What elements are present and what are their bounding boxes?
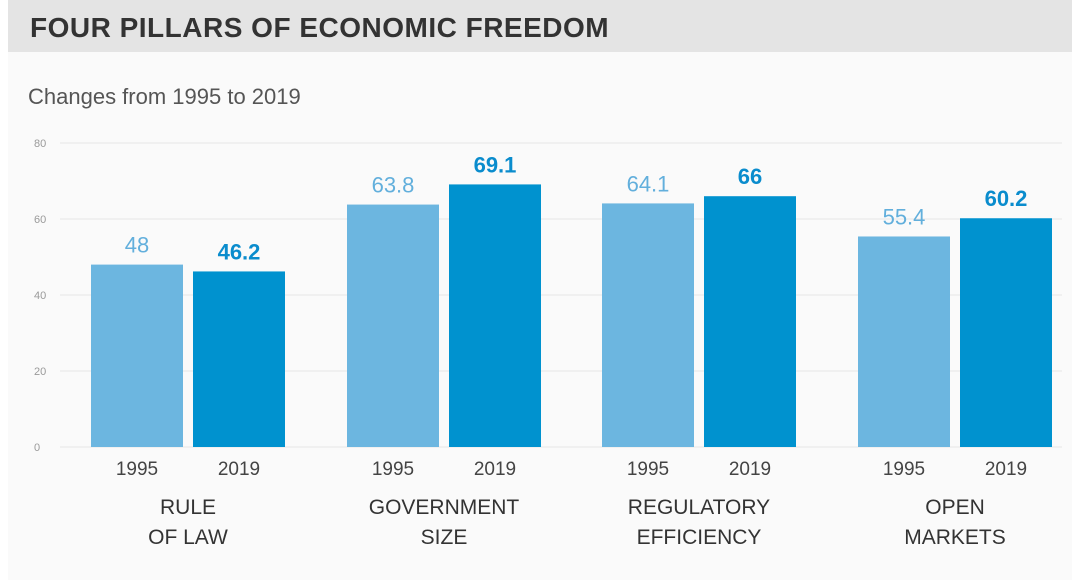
- title-bar: FOUR PILLARS OF ECONOMIC FREEDOM: [8, 0, 1072, 52]
- category-label-3-line-0: OPEN: [925, 496, 985, 519]
- year-label-3-1995: 1995: [883, 459, 925, 480]
- category-label-2-line-1: EFFICIENCY: [637, 526, 762, 549]
- value-label-3-1995: 55.4: [883, 204, 926, 229]
- category-label-0-line-1: OF LAW: [148, 526, 228, 549]
- y-tick-label-0: 0: [34, 442, 40, 454]
- bar-3-1995: [858, 236, 950, 447]
- y-tick-label-60: 60: [34, 214, 46, 226]
- category-label-2-line-0: REGULATORY: [628, 496, 770, 519]
- value-label-0-2019: 46.2: [218, 239, 261, 264]
- year-label-0-2019: 2019: [218, 459, 260, 480]
- year-label-3-2019: 2019: [985, 459, 1027, 480]
- category-label-1-line-0: GOVERNMENT: [369, 496, 520, 519]
- value-label-1-1995: 63.8: [372, 173, 415, 198]
- category-label-0-line-0: RULE: [160, 496, 216, 519]
- bar-2-1995: [602, 203, 694, 447]
- bar-3-2019: [960, 218, 1052, 447]
- value-label-0-1995: 48: [125, 233, 149, 258]
- chart-title: FOUR PILLARS OF ECONOMIC FREEDOM: [30, 12, 610, 43]
- value-label-1-2019: 69.1: [474, 152, 517, 177]
- chart-subtitle: Changes from 1995 to 2019: [28, 84, 301, 109]
- bar-0-2019: [193, 271, 285, 447]
- bar-0-1995: [91, 264, 183, 447]
- year-label-2-2019: 2019: [729, 459, 771, 480]
- value-label-3-2019: 60.2: [985, 186, 1028, 211]
- year-label-2-1995: 1995: [627, 459, 669, 480]
- category-label-3-line-1: MARKETS: [904, 526, 1006, 549]
- bar-1-1995: [347, 204, 439, 447]
- year-label-1-2019: 2019: [474, 459, 516, 480]
- bar-1-2019: [449, 184, 541, 448]
- bar-2-2019: [704, 196, 796, 447]
- year-label-0-1995: 1995: [116, 459, 158, 480]
- y-tick-label-80: 80: [34, 138, 46, 150]
- value-label-2-2019: 66: [738, 164, 762, 189]
- y-tick-label-40: 40: [34, 290, 46, 302]
- y-tick-label-20: 20: [34, 366, 46, 378]
- category-label-1-line-1: SIZE: [421, 526, 468, 549]
- value-label-2-1995: 64.1: [627, 171, 670, 196]
- year-label-1-1995: 1995: [372, 459, 414, 480]
